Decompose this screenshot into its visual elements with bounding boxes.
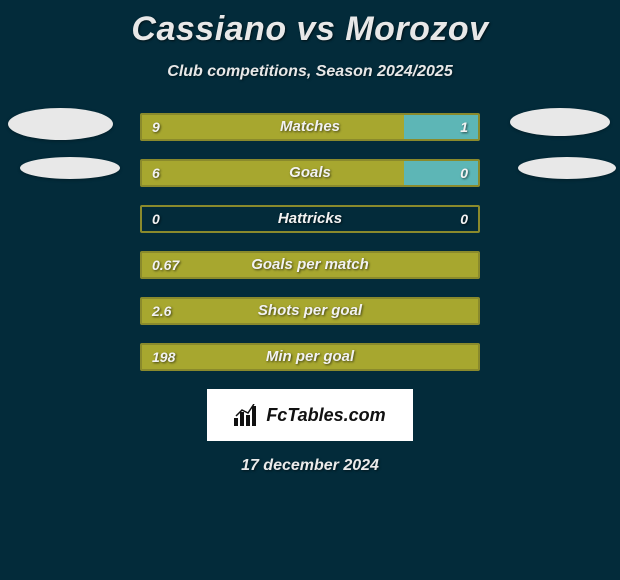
bar-track [140,297,480,325]
stat-row: Shots per goal2.6 [0,297,620,325]
bar-track [140,159,480,187]
stat-row: Goals60 [0,159,620,187]
bar-right [404,161,478,185]
bar-track [140,113,480,141]
stat-row: Hattricks00 [0,205,620,233]
bar-track [140,205,480,233]
footer-date: 17 december 2024 [0,457,620,475]
brand-text: FcTables.com [266,405,385,426]
stat-row: Goals per match0.67 [0,251,620,279]
bar-left [142,115,404,139]
bar-left [142,345,478,369]
page-title: Cassiano vs Morozov [0,0,620,49]
page-subtitle: Club competitions, Season 2024/2025 [0,63,620,81]
stat-row: Matches91 [0,113,620,141]
stat-row: Min per goal198 [0,343,620,371]
bar-track [140,251,480,279]
bar-left [142,161,404,185]
bar-right [404,115,478,139]
bar-left [142,253,478,277]
brand-logo: FcTables.com [207,389,413,441]
bars-icon [234,404,260,426]
bar-left [142,299,478,323]
comparison-chart: Matches91 Goals60 Hattricks00 Goals per mat… [0,113,620,371]
bar-track [140,343,480,371]
